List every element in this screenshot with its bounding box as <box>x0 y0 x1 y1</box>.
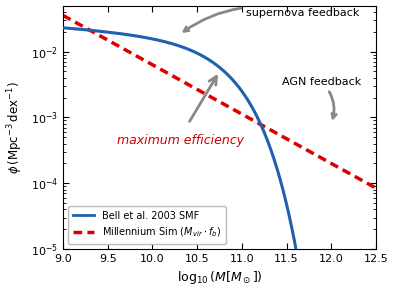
Text: supernova feedback: supernova feedback <box>184 8 360 31</box>
X-axis label: $\log_{10}(M[M_\odot])$: $\log_{10}(M[M_\odot])$ <box>177 270 262 286</box>
Text: maximum efficiency: maximum efficiency <box>117 134 243 147</box>
Text: AGN feedback: AGN feedback <box>282 77 361 118</box>
Legend: Bell et al. 2003 SMF, Millennium Sim $(M_{vir} \cdot f_b)$: Bell et al. 2003 SMF, Millennium Sim $(M… <box>68 206 226 244</box>
Y-axis label: $\phi\,(\mathrm{Mpc}^{-3}\,\mathrm{dex}^{-1})$: $\phi\,(\mathrm{Mpc}^{-3}\,\mathrm{dex}^… <box>6 81 25 174</box>
